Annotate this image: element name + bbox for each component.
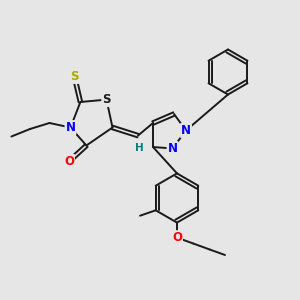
Text: H: H <box>134 142 143 153</box>
Text: N: N <box>181 124 191 137</box>
Text: N: N <box>65 121 76 134</box>
Text: O: O <box>172 231 182 244</box>
Text: S: S <box>102 93 111 106</box>
Text: S: S <box>70 70 79 83</box>
Text: N: N <box>167 142 178 155</box>
Text: O: O <box>64 155 74 168</box>
